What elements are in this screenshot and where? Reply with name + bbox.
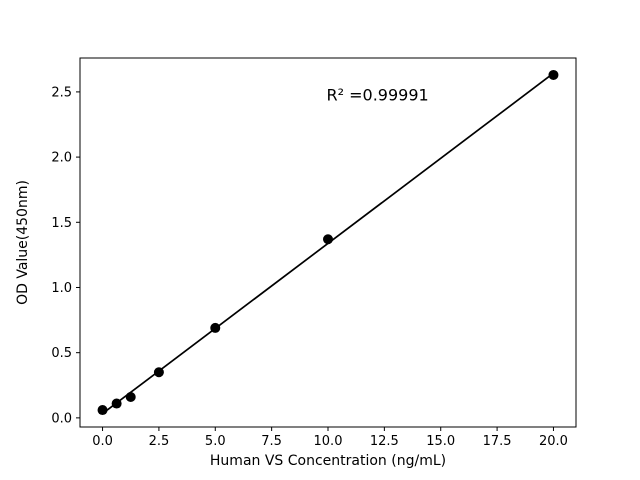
data-point	[125, 392, 136, 403]
data-point	[111, 398, 122, 409]
x-tick-label: 12.5	[370, 434, 399, 449]
y-tick-label: 1.0	[51, 281, 72, 296]
data-point	[548, 69, 559, 80]
y-tick-label: 2.0	[51, 151, 72, 166]
x-tick-label: 0.0	[92, 434, 113, 449]
y-axis-label: OD Value(450nm)	[15, 180, 31, 305]
data-point	[323, 234, 333, 245]
data-point	[153, 367, 164, 378]
y-tick-label: 0.0	[51, 411, 72, 426]
x-tick-label: 7.5	[261, 434, 282, 449]
x-tick-label: 2.5	[149, 434, 170, 449]
y-tick-label: 1.5	[51, 216, 72, 231]
x-tick-label: 20.0	[539, 434, 568, 449]
x-tick-label: 17.5	[483, 434, 512, 449]
x-tick-label: 10.0	[314, 434, 343, 449]
y-tick-label: 0.5	[51, 346, 72, 361]
x-tick-label: 5.0	[205, 434, 226, 449]
y-tick-label: 2.5	[51, 85, 72, 100]
data-point	[97, 405, 108, 416]
x-axis-label: Human VS Concentration (ng/mL)	[210, 453, 446, 469]
r-squared-annotation: R² =0.99991	[327, 85, 429, 104]
data-point	[210, 322, 221, 333]
x-tick-label: 15.0	[426, 434, 455, 449]
